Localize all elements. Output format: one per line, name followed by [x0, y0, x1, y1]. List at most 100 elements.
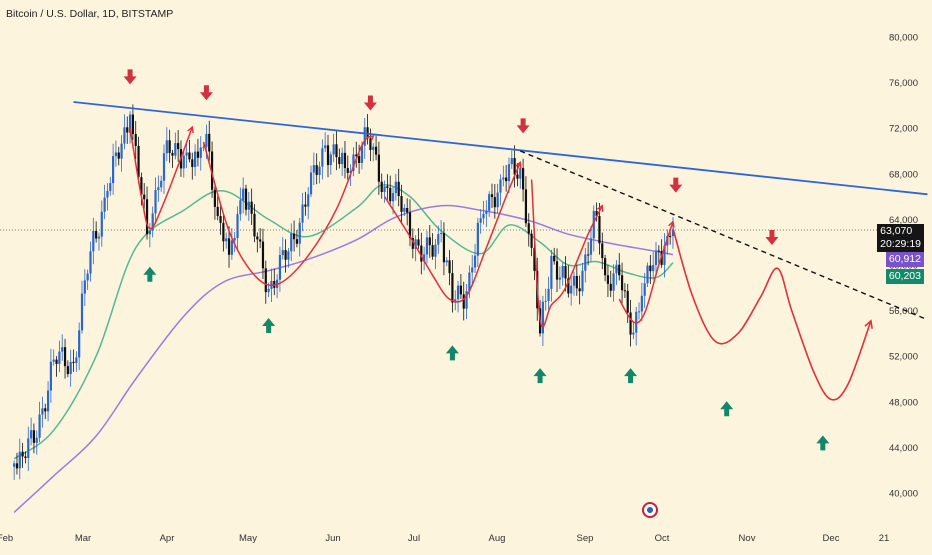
- candle: [177, 130, 180, 162]
- candle: [46, 381, 50, 422]
- candle: [157, 175, 160, 202]
- candle: [290, 223, 293, 261]
- candle: [49, 348, 52, 403]
- candle: [609, 270, 612, 298]
- projection-arrowhead: [864, 319, 873, 329]
- candle: [408, 199, 412, 247]
- candle: [530, 230, 533, 257]
- candle: [482, 200, 485, 225]
- candle: [106, 183, 109, 211]
- chart-title: Bitcoin / U.S. Dollar, 1D, BITSTAMP: [6, 8, 174, 20]
- candle: [507, 157, 511, 193]
- candle: [326, 134, 330, 178]
- support-dashed-trendline: [520, 150, 928, 321]
- projection-path: [672, 228, 872, 401]
- candle: [615, 259, 618, 285]
- candle: [663, 233, 666, 278]
- candle: [400, 184, 403, 224]
- candle: [239, 187, 242, 221]
- candle: [488, 191, 491, 217]
- candle: [423, 246, 426, 271]
- candle: [128, 111, 132, 144]
- candle: [208, 120, 211, 162]
- down-arrow-icon: [669, 177, 683, 193]
- swing-arc: [202, 135, 374, 287]
- candle: [490, 183, 494, 209]
- candle: [151, 206, 154, 238]
- candle: [445, 257, 448, 267]
- y-tick-label: 44,000: [889, 443, 918, 454]
- candle: [301, 192, 304, 232]
- candle: [555, 248, 559, 293]
- candle: [414, 235, 417, 262]
- down-arrow-icon: [199, 85, 213, 101]
- candle: [564, 256, 567, 292]
- candle: [584, 248, 587, 283]
- candle: [278, 246, 282, 292]
- candle: [312, 152, 315, 186]
- candle: [253, 204, 256, 243]
- candle: [63, 338, 67, 379]
- candle: [92, 217, 95, 265]
- up-arrow-icon: [816, 435, 830, 451]
- candle: [643, 272, 646, 309]
- candle: [295, 230, 298, 248]
- candle: [109, 176, 112, 196]
- candle: [374, 135, 378, 161]
- candle: [30, 417, 33, 446]
- candle: [380, 173, 383, 199]
- candle: [27, 426, 30, 472]
- resistance-trendline: [73, 101, 928, 196]
- y-tick-label: 72,000: [889, 124, 918, 135]
- candle: [112, 143, 115, 195]
- candle: [284, 239, 287, 273]
- down-arrow-icon: [765, 230, 779, 246]
- candle: [510, 150, 513, 169]
- candle: [242, 177, 245, 214]
- candle: [383, 180, 386, 203]
- candle: [654, 241, 658, 275]
- candle: [174, 132, 177, 160]
- x-tick-label: Jun: [325, 533, 340, 544]
- candle: [318, 161, 321, 184]
- candle: [355, 141, 358, 168]
- candle: [86, 269, 89, 290]
- ma-green-badge: 60,203: [885, 269, 924, 284]
- candle: [281, 237, 284, 260]
- down-arrow-icon: [363, 95, 377, 111]
- candle: [471, 254, 474, 286]
- candle: [131, 104, 134, 141]
- candle: [468, 265, 471, 299]
- candle: [389, 175, 392, 207]
- candle: [35, 430, 38, 455]
- up-arrow-icon: [720, 401, 734, 417]
- swing-arc: [618, 221, 674, 324]
- candle: [601, 232, 604, 270]
- candle: [558, 266, 561, 290]
- candle: [403, 204, 406, 216]
- y-tick-label: 64,000: [889, 215, 918, 226]
- x-tick-label: Sep: [577, 533, 594, 544]
- candle: [346, 155, 349, 180]
- candle: [210, 141, 214, 198]
- candle: [247, 191, 250, 221]
- candle: [230, 228, 233, 260]
- candle: [448, 250, 451, 286]
- candle: [646, 262, 649, 287]
- candle: [493, 184, 496, 219]
- candle: [41, 396, 44, 428]
- candle: [451, 260, 454, 313]
- candle: [612, 264, 615, 302]
- candle: [216, 195, 219, 221]
- swing-arc: [129, 126, 194, 230]
- x-tick-label: Feb: [0, 533, 13, 544]
- candle: [315, 153, 318, 185]
- candle: [55, 356, 58, 377]
- candle: [437, 225, 440, 254]
- candle: [428, 225, 431, 258]
- candle: [52, 349, 55, 366]
- candle: [72, 349, 75, 372]
- x-tick-label: Mar: [75, 533, 91, 544]
